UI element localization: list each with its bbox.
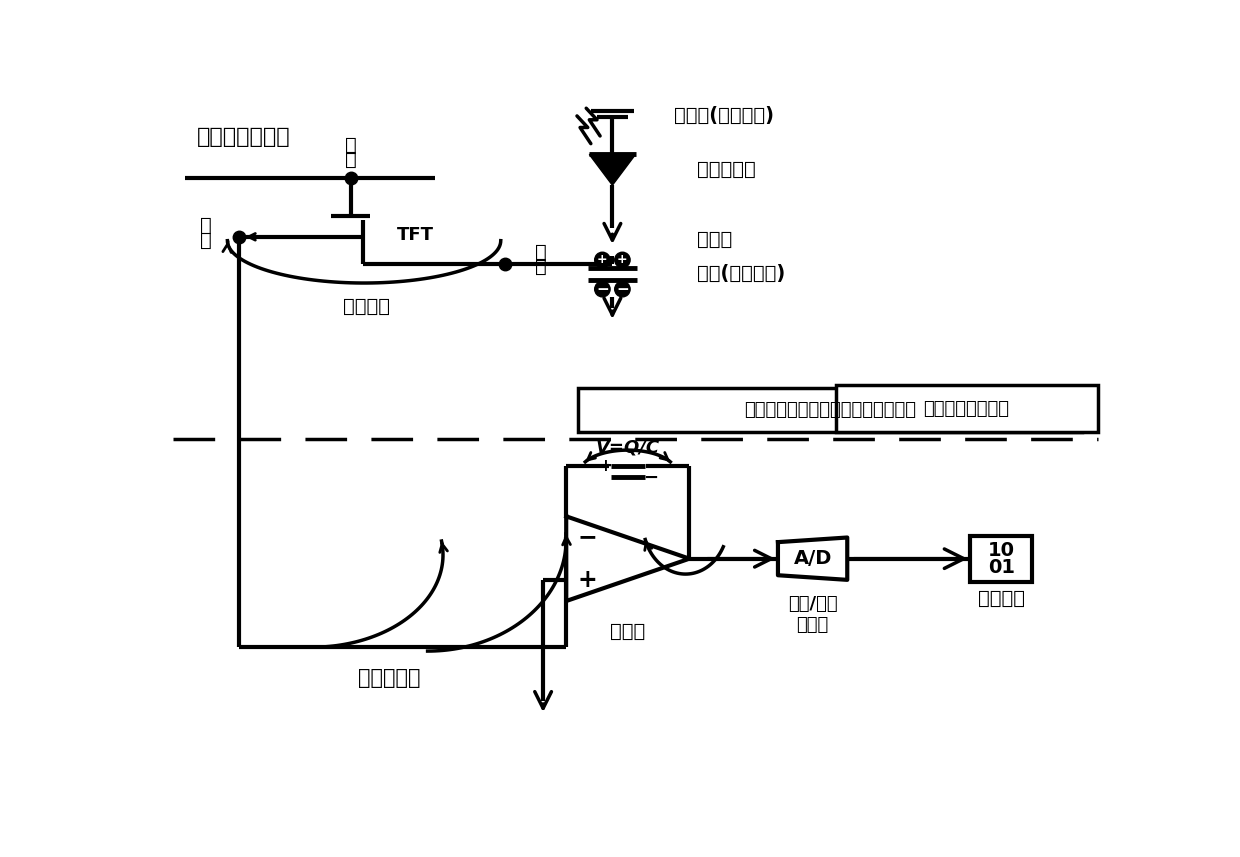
Text: 光信号(影像信号): 光信号(影像信号) (675, 106, 774, 125)
Text: 电容(电荷储存): 电容(电荷储存) (697, 264, 785, 284)
Text: −: − (596, 282, 609, 297)
Text: 数据传输线: 数据传输线 (358, 668, 420, 688)
Text: 极: 极 (536, 256, 547, 276)
Polygon shape (589, 154, 635, 185)
Text: +: + (578, 568, 598, 592)
Text: 数字信号: 数字信号 (978, 590, 1024, 608)
Text: 01: 01 (988, 559, 1014, 578)
Text: 栅: 栅 (345, 135, 356, 155)
Text: 光电流: 光电流 (697, 230, 733, 249)
Bar (836, 386, 1097, 432)
Text: +: + (598, 254, 608, 267)
Text: +: + (618, 254, 627, 267)
Circle shape (615, 252, 630, 267)
Bar (578, 387, 1083, 432)
Text: 极: 极 (200, 231, 212, 250)
Text: 10: 10 (988, 542, 1014, 560)
Circle shape (595, 252, 610, 267)
Text: 源: 源 (536, 243, 547, 261)
Text: 栅极扫描驱动线: 栅极扫描驱动线 (197, 127, 290, 147)
Text: 放电电流: 放电电流 (342, 297, 389, 315)
Text: A/D: A/D (794, 549, 832, 568)
Text: TFT: TFT (397, 226, 434, 244)
Text: 积分器: 积分器 (610, 622, 646, 641)
Text: +: + (598, 457, 611, 475)
Text: V=Q/C: V=Q/C (595, 438, 660, 456)
Circle shape (615, 281, 630, 297)
Text: −: − (578, 525, 598, 549)
Text: 漏: 漏 (200, 216, 212, 235)
Text: −: − (616, 282, 629, 297)
Text: 极: 极 (345, 150, 356, 169)
Bar (971, 536, 1032, 582)
Text: 模拟/数字
转换器: 模拟/数字 转换器 (787, 595, 837, 633)
Circle shape (595, 281, 610, 297)
Text: −: − (644, 469, 658, 487)
Text: 外部数字读出芯片: 外部数字读出芯片 (924, 399, 1009, 417)
Text: 光侦测阵列薄膜的单一光敏像素结构: 光侦测阵列薄膜的单一光敏像素结构 (744, 401, 916, 419)
Text: 光敏二极管: 光敏二极管 (697, 160, 756, 179)
